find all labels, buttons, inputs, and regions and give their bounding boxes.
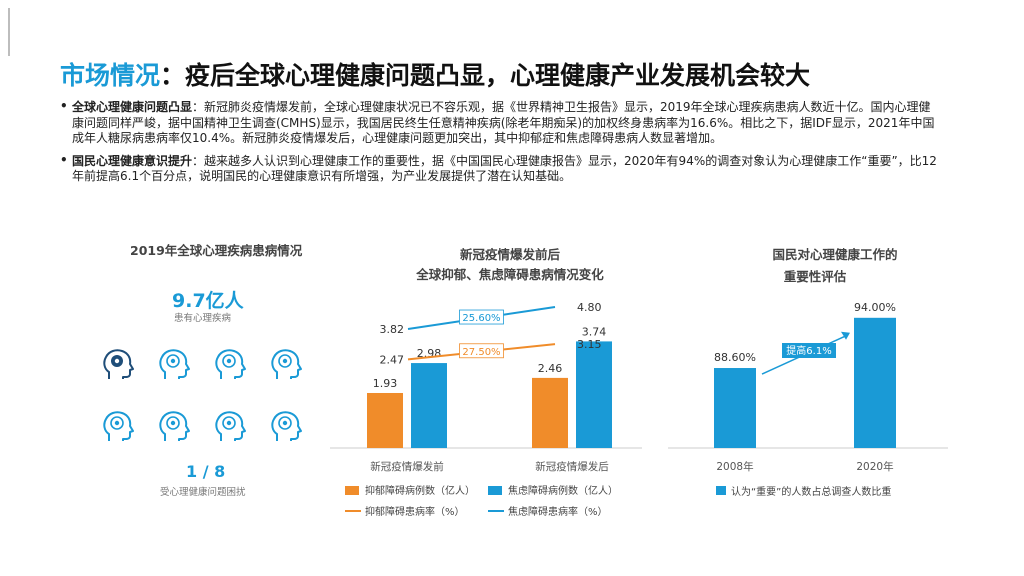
chart1-category-label: 新冠疫情爆发后 <box>535 460 609 473</box>
chart2-legend-label: 认为“重要”的人数占总调查人数比重 <box>731 485 891 498</box>
panel1-title: 2019年全球心理疾病患病情况 <box>130 243 303 258</box>
fraction-caption: 受心理健康问题困扰 <box>160 487 246 498</box>
chart1-legend-swatch <box>488 486 502 495</box>
side-rule <box>8 8 10 56</box>
chart2-arrowhead <box>841 331 850 340</box>
head-gear-icon <box>212 346 248 382</box>
chart2-bar-label: 88.60% <box>714 351 756 364</box>
chart1-legend-label: 焦虑障碍病例数（亿人） <box>508 484 618 497</box>
chart1-bar <box>532 377 568 448</box>
chart1-line-label: 3.82 <box>380 323 405 336</box>
chart2-bar <box>854 317 896 448</box>
head-gear-icon <box>268 408 304 444</box>
head-gear-icon <box>100 346 136 382</box>
head-gear-icon <box>100 408 136 444</box>
chart1-category-label: 新冠疫情爆发前 <box>370 460 444 473</box>
stat-value: 9.7亿人 <box>172 290 244 312</box>
chart1-legend-swatch <box>345 486 359 495</box>
fraction-value: 1 / 8 <box>186 462 226 481</box>
chart1-line-label: 4.80 <box>577 301 602 314</box>
head-icon-grid <box>100 346 320 456</box>
bullet-lead: 全球心理健康问题凸显 <box>72 100 193 114</box>
bullet-text: ：新冠肺炎疫情爆发前，全球心理健康状况已不容乐观，据《世界精神卫生报告》显示，2… <box>72 100 935 145</box>
chart2-title: 国民对心理健康工作的 <box>772 247 898 262</box>
chart1-legend-label: 焦虑障碍患病率（%） <box>508 505 608 518</box>
head-gear-icon <box>268 346 304 382</box>
chart2-bar <box>714 368 756 448</box>
chart1-change-label: 27.50% <box>462 347 500 358</box>
bullet-item: • 国民心理健康意识提升：越来越多人认识到心理健康工作的重要性，据《中国国民心理… <box>60 152 940 185</box>
chart2-bar-label: 94.00% <box>854 301 896 314</box>
chart1-title: 新冠疫情爆发前后 <box>459 247 560 262</box>
chart2-legend-swatch <box>716 486 726 495</box>
chart2-annotation: 提高6.1% <box>786 344 831 357</box>
chart1-line-label: 3.15 <box>577 338 602 351</box>
chart2-subtitle: 重要性评估 <box>783 269 847 284</box>
head-gear-icon <box>156 346 192 382</box>
bullet-dot: • <box>60 99 68 113</box>
chart1-legend-label: 抑郁障碍病例数（亿人） <box>365 484 475 497</box>
chart1-change-label: 25.60% <box>462 313 500 324</box>
stat-caption: 患有心理疾病 <box>174 313 232 324</box>
page-title: 市场情况：疫后全球心理健康问题凸显，心理健康产业发展机会较大 <box>60 56 810 92</box>
chart1-bar-label: 3.74 <box>582 325 607 338</box>
chart2-category-label: 2008年 <box>716 460 753 473</box>
bullet-item: • 全球心理健康问题凸显：新冠肺炎疫情爆发前，全球心理健康状况已不容乐观，据《世… <box>60 99 940 147</box>
page-title-rest: ：疫后全球心理健康问题凸显，心理健康产业发展机会较大 <box>160 61 811 90</box>
head-gear-icon <box>156 408 192 444</box>
chart1-change-box <box>459 343 504 359</box>
chart2-category-label: 2020年 <box>856 460 893 473</box>
chart1-bar-label: 1.93 <box>373 377 398 390</box>
page-title-accent: 市场情况 <box>60 61 161 90</box>
chart1-bar <box>411 363 447 448</box>
bullet-text: ：越来越多人认识到心理健康工作的重要性，据《中国国民心理健康报告》显示，2020… <box>72 153 937 184</box>
chart1-bar <box>367 392 403 448</box>
chart1-change-box <box>459 309 504 325</box>
chart1-line-label: 2.47 <box>380 353 405 366</box>
chart1-bar <box>576 341 612 448</box>
bullet-list: • 全球心理健康问题凸显：新冠肺炎疫情爆发前，全球心理健康状况已不容乐观，据《世… <box>60 99 940 192</box>
bullet-lead: 国民心理健康意识提升 <box>72 153 193 168</box>
chart1-subtitle: 全球抑郁、焦虑障碍患病情况变化 <box>416 267 604 282</box>
bullet-dot: • <box>60 152 68 167</box>
chart1-legend-label: 抑郁障碍患病率（%） <box>365 505 465 518</box>
chart2-annotation-box <box>782 343 836 358</box>
head-gear-icon <box>212 408 248 444</box>
chart1-bar-label: 2.46 <box>538 362 563 375</box>
